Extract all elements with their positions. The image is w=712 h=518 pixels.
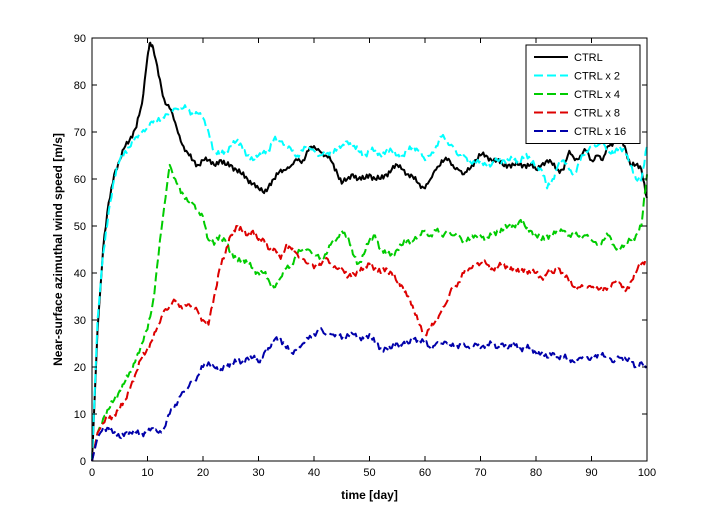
x-tick-label: 100: [638, 467, 656, 479]
series-line-ctrl-x-2: [91, 104, 648, 462]
y-tick-label: 90: [74, 33, 86, 45]
series-line-ctrl-x-8: [91, 225, 648, 462]
x-tick-label: 20: [197, 467, 209, 479]
x-axis-label: time [day]: [341, 488, 398, 502]
series-line-ctrl: [91, 41, 648, 462]
axis-ticks: 0 10 20 30 40 50 60 70 80 90 100 0 10 20 30 40 50 60 70 80 9…: [74, 33, 656, 479]
x-tick-label: 40: [308, 467, 320, 479]
x-tick-label: 60: [419, 467, 431, 479]
x-tick-label: 30: [252, 467, 264, 479]
y-tick-label: 40: [74, 268, 86, 280]
x-tick-label: 10: [141, 467, 153, 479]
x-tick-label: 80: [530, 467, 542, 479]
legend-entry-label: CTRL x 2: [574, 71, 620, 83]
x-tick-label: 0: [89, 467, 95, 479]
legend-entry-label: CTRL: [574, 52, 603, 64]
y-tick-label: 60: [74, 174, 86, 186]
plot-series-layer: [91, 41, 648, 462]
y-tick-label: 0: [80, 456, 86, 468]
x-tick-label: 70: [474, 467, 486, 479]
y-tick-label: 20: [74, 362, 86, 374]
y-axis-label: Near-surface azimuthal wind speed [m/s]: [51, 133, 65, 366]
legend: CTRL CTRL x 2 CTRL x 4 CTRL x 8 CTRL x 16: [525, 44, 641, 144]
y-tick-label: 10: [74, 409, 86, 421]
series-line-ctrl-x-16: [91, 327, 648, 462]
legend-entry-label: CTRL x 8: [574, 108, 620, 120]
legend-entry-label: CTRL x 16: [574, 126, 626, 138]
y-tick-label: 50: [74, 221, 86, 233]
series-line-ctrl-x-4: [91, 163, 648, 462]
legend-entry-label: CTRL x 4: [574, 89, 620, 101]
legend-box: [525, 44, 641, 144]
y-tick-label: 30: [74, 315, 86, 327]
x-tick-label: 50: [363, 467, 375, 479]
y-tick-label: 80: [74, 80, 86, 92]
x-tick-label: 90: [585, 467, 597, 479]
y-tick-label: 70: [74, 127, 86, 139]
